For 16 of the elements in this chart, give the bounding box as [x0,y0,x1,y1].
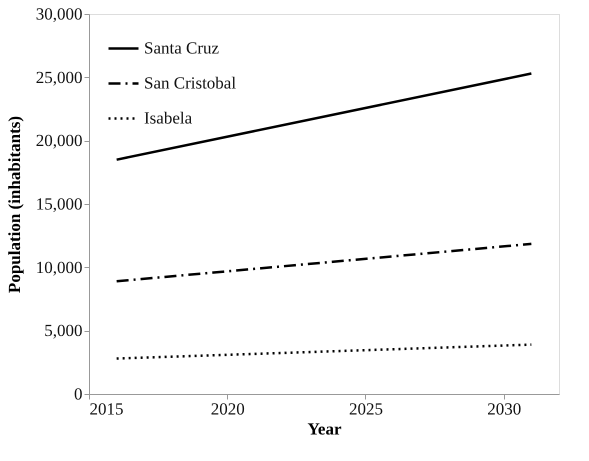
x-axis-title: Year [308,420,342,438]
y-tick-label: 25,000 [36,68,82,87]
y-tick-label: 20,000 [36,131,82,150]
legend-label: Santa Cruz [144,38,220,58]
legend-label: San Cristobal [144,74,236,92]
x-tick-label: 2015 [90,400,124,418]
y-axis-title: Population (inhabitants) [4,116,24,294]
x-tick-label: 2020 [210,400,245,418]
y-tick-label: 5,000 [44,321,82,340]
y-tick-label: 10,000 [36,258,82,277]
y-tick-label: 30,000 [36,4,82,24]
y-tick-label: 0 [74,384,82,404]
legend-label: Isabela [144,108,193,128]
y-tick-label: 15,000 [36,194,82,214]
x-tick-label: 2030 [487,400,522,418]
x-tick-label: 2025 [348,400,383,418]
